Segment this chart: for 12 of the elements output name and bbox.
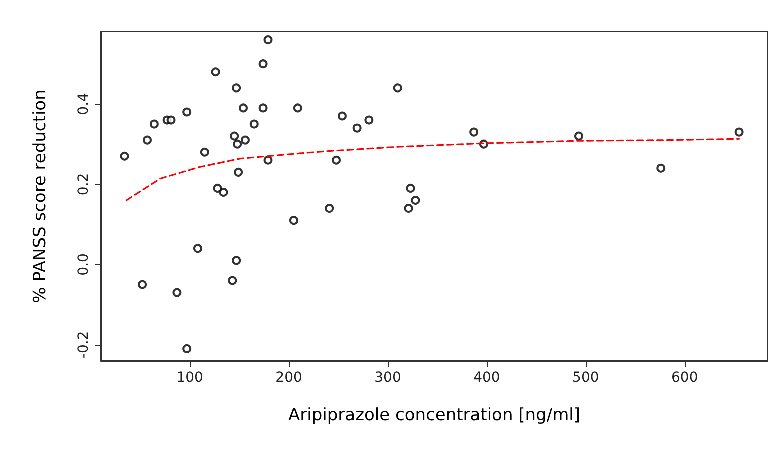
y-axis-title: % PANSS score reduction — [30, 90, 50, 304]
x-tick-label: 500 — [572, 370, 600, 386]
x-tick-label: 300 — [374, 370, 402, 386]
y-tick-label: 0.2 — [76, 173, 92, 196]
x-tick-label: 200 — [276, 370, 302, 386]
y-tick-label: 0.4 — [76, 92, 92, 116]
x-tick-label: 400 — [474, 370, 500, 386]
x-tick-label: 100 — [176, 370, 204, 386]
x-axis-title: Aripiprazole concentration [ng/ml] — [288, 406, 580, 426]
y-tick-label: 0.0 — [76, 254, 92, 276]
y-tick-label: -0.2 — [76, 331, 92, 359]
x-tick-label: 600 — [672, 370, 698, 386]
